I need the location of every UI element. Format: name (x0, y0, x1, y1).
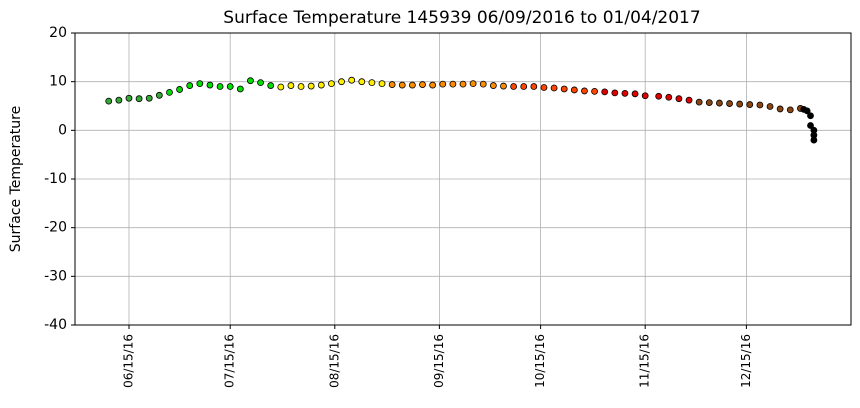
point (216, 83, 224, 90)
series (105, 91, 163, 105)
point (317, 81, 325, 89)
point (338, 78, 345, 86)
point (449, 80, 457, 88)
series (601, 88, 693, 104)
point (287, 82, 295, 89)
point (685, 96, 693, 104)
point (297, 83, 305, 90)
point (358, 78, 366, 86)
point (581, 87, 588, 95)
y-axis-label: Surface Temperature (8, 106, 24, 252)
point (135, 95, 143, 103)
point (307, 82, 315, 90)
y-tick-label: -40 (44, 317, 67, 333)
point (226, 83, 234, 90)
point (500, 82, 507, 90)
point (807, 112, 814, 120)
y-tick-label: -30 (44, 268, 67, 284)
point (530, 83, 538, 90)
point (439, 80, 447, 88)
point (601, 88, 609, 96)
point (570, 86, 578, 94)
x-tick-label: 12/15/16 (739, 334, 753, 388)
point (125, 94, 133, 102)
point (736, 100, 744, 108)
point (810, 136, 818, 144)
point (398, 81, 406, 89)
point (206, 81, 214, 89)
point (247, 77, 254, 85)
point (695, 98, 703, 106)
point (803, 107, 811, 115)
point (510, 83, 518, 90)
y-tick-label: -10 (44, 171, 67, 187)
y-tick-label: 0 (58, 122, 67, 138)
point (641, 92, 649, 100)
point (176, 86, 183, 93)
y-tick-label: 10 (49, 74, 67, 90)
point (196, 80, 204, 88)
point (459, 80, 467, 88)
point (378, 80, 386, 88)
point (388, 81, 396, 88)
y-tick-label: 20 (49, 25, 67, 41)
plot-frame (74, 32, 852, 326)
point (469, 80, 477, 88)
point (489, 82, 497, 89)
point (115, 96, 123, 104)
point (429, 81, 437, 89)
point (236, 85, 244, 93)
point (257, 79, 264, 87)
x-tick-label: 08/15/16 (327, 334, 341, 388)
point (675, 95, 683, 103)
point (746, 101, 754, 108)
point (766, 103, 774, 110)
x-tick-label: 07/15/16 (223, 334, 237, 388)
point (786, 106, 794, 114)
x-tick-label: 09/15/16 (432, 334, 446, 388)
point (328, 80, 335, 88)
point (277, 83, 285, 91)
point (756, 101, 764, 109)
point (716, 99, 723, 107)
point (166, 88, 173, 96)
series (800, 106, 818, 144)
point (408, 81, 416, 89)
y-tick-label: -20 (44, 220, 67, 236)
point (540, 84, 548, 91)
chart-title: Surface Temperature 145939 06/09/2016 to… (223, 8, 700, 28)
point (186, 82, 194, 89)
series (277, 76, 386, 91)
point (145, 94, 153, 102)
series (695, 98, 804, 114)
point (348, 76, 356, 84)
x-tick-label: 06/15/16 (121, 334, 135, 388)
point (776, 105, 784, 113)
point (560, 85, 568, 93)
x-tick-label: 11/15/16 (638, 334, 652, 388)
point (267, 82, 275, 89)
point (807, 122, 814, 129)
series (510, 83, 598, 95)
series (166, 77, 275, 96)
point (155, 91, 163, 99)
point (621, 89, 629, 97)
point (105, 97, 113, 105)
point (665, 93, 673, 101)
series (388, 80, 507, 90)
point (520, 83, 528, 90)
point (479, 80, 487, 88)
point (611, 89, 619, 97)
point (550, 84, 558, 92)
point (705, 99, 713, 106)
point (368, 79, 376, 87)
x-tick-label: 10/15/16 (533, 334, 547, 388)
point (631, 90, 639, 98)
point (419, 81, 426, 88)
point (726, 100, 733, 107)
point (655, 92, 663, 100)
point (591, 88, 598, 95)
